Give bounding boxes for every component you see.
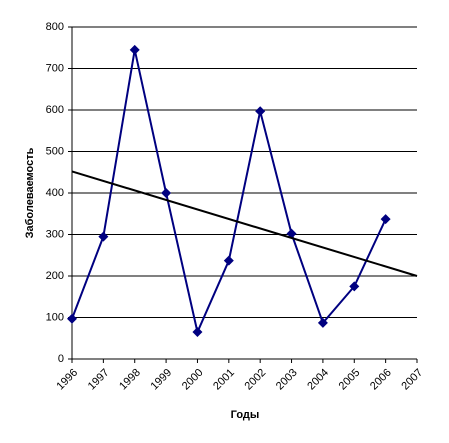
- point-marker: [129, 44, 140, 55]
- y-tick-label: 400: [46, 187, 64, 199]
- trend-line: [71, 170, 418, 277]
- y-tick-label: 800: [46, 21, 64, 33]
- x-tick-label: 2000: [180, 367, 206, 393]
- x-tick-label: 1999: [148, 367, 174, 393]
- point-marker: [223, 255, 234, 266]
- x-tick-label: 1997: [86, 367, 112, 393]
- point-marker: [192, 327, 203, 338]
- point-marker: [380, 214, 391, 225]
- y-tick-label: 500: [46, 145, 64, 157]
- point-marker: [161, 188, 172, 198]
- y-tick-label: 300: [46, 228, 64, 240]
- y-axis-title: Заболеваемость: [24, 147, 36, 238]
- y-tick-label: 100: [46, 311, 64, 323]
- y-tick-label: 200: [46, 270, 64, 282]
- x-tick-label: 2002: [243, 367, 269, 393]
- series-line: [71, 49, 387, 336]
- x-tick-label: 2004: [305, 367, 331, 393]
- point-marker: [255, 106, 266, 117]
- x-tick-label: 2006: [368, 367, 394, 393]
- x-tick-label: 2007: [399, 367, 425, 393]
- y-tick-label: 600: [46, 104, 64, 116]
- point-marker: [317, 317, 328, 328]
- y-tick-label: 0: [58, 353, 64, 365]
- point-marker: [67, 313, 77, 324]
- point-marker: [98, 231, 109, 242]
- x-tick-label: 1996: [54, 367, 80, 393]
- y-tick-label: 700: [46, 62, 64, 74]
- x-tick-label: 2001: [211, 367, 237, 393]
- point-marker: [349, 281, 360, 292]
- x-tick-label: 1998: [117, 367, 143, 393]
- x-axis-title: Годы: [231, 409, 260, 421]
- x-tick-label: 2003: [274, 367, 300, 393]
- x-tick-label: 2005: [337, 367, 363, 393]
